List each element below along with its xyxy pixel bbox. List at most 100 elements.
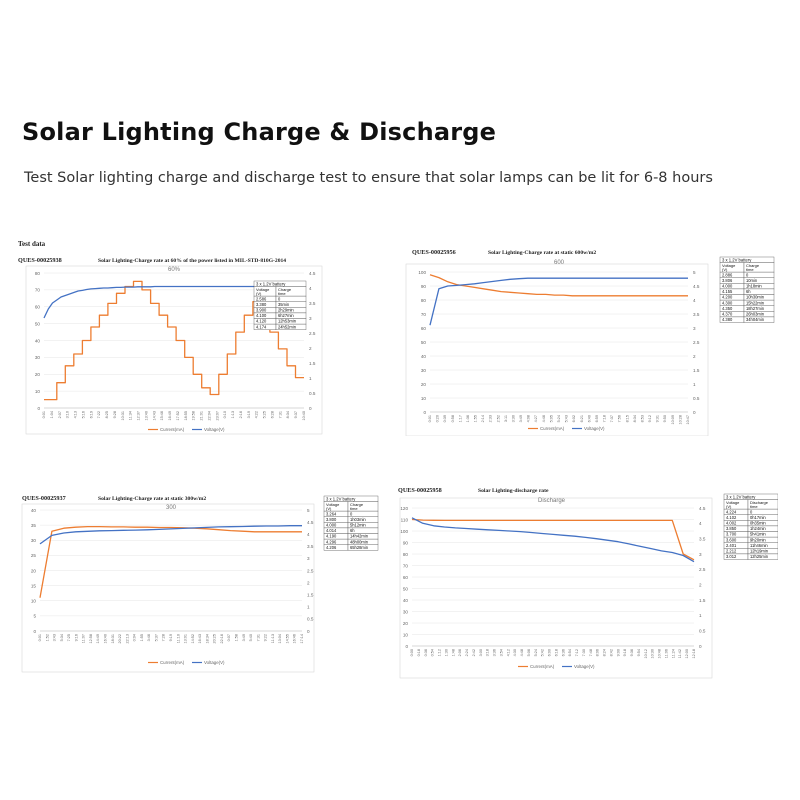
chart-4-xtick: 2:24 — [465, 649, 469, 656]
chart-3-xtick: 13:04 — [278, 634, 282, 644]
chart-1-legend: Current(mA) Voltage(V) — [148, 427, 225, 432]
chart-4-xtick: 9:36 — [630, 649, 634, 656]
chart-1-frame — [25, 265, 323, 435]
chart-4-table-voltage: 4.224 — [726, 509, 737, 514]
chart-1-ytick-right: 4.5 — [309, 271, 316, 276]
chart-3-title: Solar Lighting-Charge rate at static 300… — [98, 496, 206, 502]
chart-2-xtick: 3:49 — [519, 415, 523, 422]
chart-3-xtick: 18:31 — [111, 634, 115, 644]
chart-2-xtick: 2:33 — [489, 415, 493, 422]
chart-1-xtick: 13:40 — [144, 411, 148, 421]
chart-3-table-voltage: 4.296 — [326, 539, 337, 544]
chart-4-ytick-left: 0 — [405, 644, 408, 649]
chart-2-frame — [405, 263, 709, 437]
chart-4-ytick-right: 1 — [699, 613, 702, 618]
chart-4-table-col-header: (V) — [726, 504, 732, 509]
chart-3-xtick: 12:58 — [89, 634, 93, 644]
chart-1-xtick: 9:37 — [294, 411, 298, 418]
chart-2-xtick: 7:56 — [618, 415, 622, 422]
chart-4-xtick: 9:00 — [616, 649, 620, 656]
chart-4-xtick: 7:30 — [582, 649, 586, 656]
chart-3-xtick: 13:01 — [184, 634, 188, 644]
chart-2-table-time: 26h03min — [746, 312, 765, 317]
chart-1-xtick: 6:19 — [89, 411, 93, 418]
chart-4-xtick: 0:36 — [424, 649, 428, 656]
chart-2-ytick-right: 0.5 — [693, 396, 700, 401]
chart-3-table-col-header: time — [350, 506, 358, 511]
chart-4-table-time: 0h17min — [750, 515, 766, 520]
chart-4-svg: QUES-00025958 Solar Lighting-discharge ra… — [398, 487, 779, 679]
chart-2-table-time: 15h22min — [746, 300, 765, 305]
chart-4-ytick-left: 10 — [403, 632, 409, 637]
chart-2-xtick: 6:21 — [580, 415, 584, 422]
chart-3-xtick: 11:13 — [271, 634, 275, 643]
chart-1-xtick: 9:28 — [113, 411, 117, 418]
chart-4-subtitle: Discharge — [538, 498, 566, 504]
chart-2-table-time: 34h04min — [746, 317, 765, 322]
chart-4-xtick: 6:54 — [568, 649, 572, 656]
chart-4-table-voltage: 2.212 — [726, 549, 737, 554]
chart-1-table-col-header: Charge — [278, 287, 292, 292]
chart-1-ytick-left: 50 — [35, 321, 41, 326]
chart-4-id-label: QUES-00025958 — [398, 487, 442, 494]
chart-1-subtitle: 60% — [168, 267, 181, 273]
chart-2-xtick: 6:40 — [587, 415, 591, 422]
chart-4-ytick-right: 4 — [699, 521, 702, 526]
chart-4-xtick: 5:24 — [534, 649, 538, 656]
chart-3-table-header: 3 x 1.2V battery — [326, 496, 356, 501]
chart-3-xtick: 7:31 — [256, 634, 260, 641]
chart-1-xtick: 4:22 — [255, 411, 259, 418]
chart-1-xtick: 15:46 — [160, 411, 164, 421]
chart-2-xtick: 2:14 — [481, 415, 485, 422]
chart-2-ytick-left: 70 — [421, 312, 427, 317]
chart-3-ytick-right: 1 — [307, 605, 310, 610]
chart-2-xtick: 0:01 — [428, 415, 432, 422]
chart-2-legend: Current(mA) Voltage(V) — [528, 426, 605, 431]
chart-2-table-time: 10min — [746, 278, 758, 283]
chart-2-table-time: 0 — [746, 272, 749, 277]
chart-3-ytick-right: 1.5 — [307, 593, 314, 598]
chart-4-xtick: 9:18 — [623, 649, 627, 656]
chart-2-subtitle: 600 — [554, 260, 565, 266]
chart-3-xtick: 16:40 — [104, 634, 108, 644]
chart-4-ytick-left: 110 — [401, 517, 409, 522]
chart-4-table-time: 12h19min — [750, 549, 769, 554]
chart-1-table-time: 12h53min — [278, 319, 297, 324]
chart-3-frame — [21, 503, 315, 673]
chart-3-table-voltage: 4.000 — [326, 523, 337, 528]
chart-3-ytick-right: 5 — [307, 508, 310, 513]
chart-4-xtick: 1:48 — [451, 649, 455, 656]
chart-1-ytick-left: 80 — [35, 271, 41, 276]
chart-3-xtick: 5:40 — [249, 634, 253, 641]
chart-1-table-time: 35min — [278, 302, 290, 307]
chart-4-ytick-right: 2 — [699, 582, 702, 587]
chart-3-table-time: 1h03min — [350, 517, 366, 522]
chart-1-xtick: 12:37 — [137, 411, 141, 421]
chart-1-ytick-left: 20 — [35, 372, 41, 377]
chart-4-table-voltage: 2.401 — [726, 543, 737, 548]
chart-3-table-time: 65h28min — [350, 545, 369, 550]
chart-panel-1: QUES-00025938 Solar Lighting-Charge rate … — [18, 246, 330, 436]
chart-2-ytick-right: 4 — [693, 298, 696, 303]
chart-1-table-cell — [275, 295, 307, 302]
chart-2-table-cell — [743, 316, 775, 323]
chart-1-xtick: 8:34 — [286, 411, 290, 418]
chart-3-xtick: 5:37 — [154, 634, 158, 641]
chart-1-ytick-right: 1.5 — [309, 361, 316, 366]
chart-3-ytick-right: 0.5 — [307, 617, 314, 622]
chart-4-legend-current-label: Current(mA) — [530, 664, 555, 669]
chart-4-xtick: 4:30 — [513, 649, 517, 656]
chart-2-id-label: QUES-00025956 — [412, 249, 456, 256]
chart-3-xtick: 11:07 — [82, 634, 86, 643]
chart-4-ytick-left: 100 — [400, 529, 408, 534]
chart-4-table-voltage: 3.850 — [726, 526, 737, 531]
chart-1-ytick-left: 40 — [35, 338, 41, 343]
chart-1-xtick: 3:10 — [66, 411, 70, 418]
chart-3-ytick-left: 25 — [31, 553, 37, 558]
chart-4-table-voltage: 3.012 — [726, 554, 737, 559]
chart-2-xtick: 0:20 — [436, 415, 440, 422]
chart-3-table-col-header: Charge — [350, 502, 364, 507]
chart-4-ytick-left: 90 — [403, 540, 409, 545]
chart-4-xtick: 6:36 — [561, 649, 565, 656]
